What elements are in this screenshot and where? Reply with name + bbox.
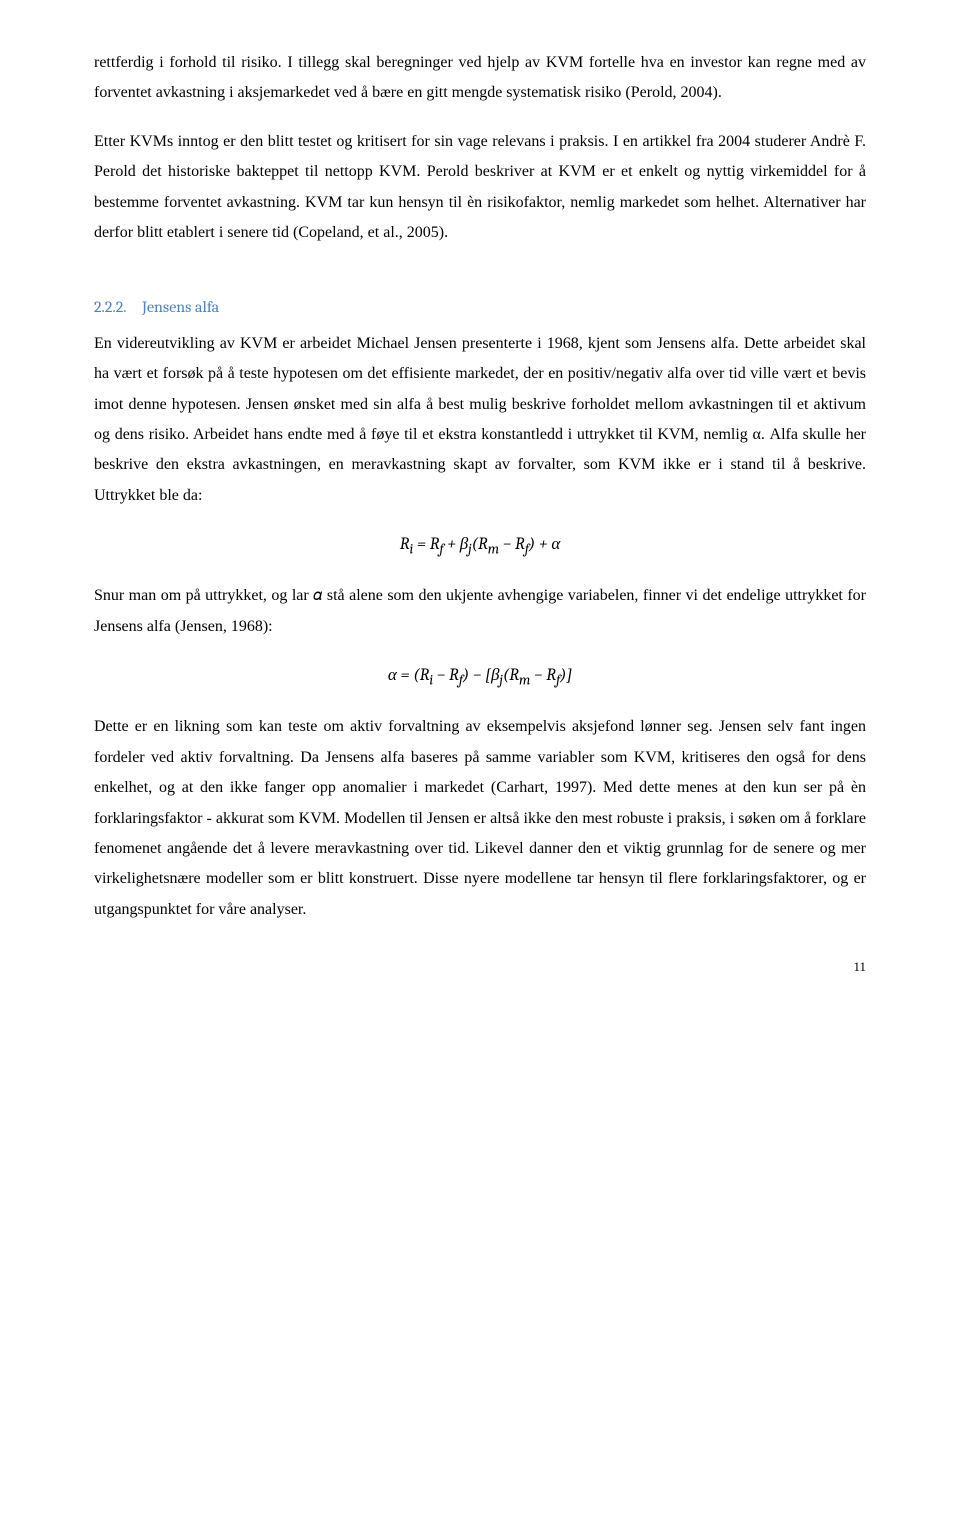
- section-heading: 2.2.2. Jensens alfa: [94, 292, 866, 322]
- body-paragraph: Snur man om på uttrykket, og lar 𝛼 stå a…: [94, 581, 866, 642]
- section-title: Jensens alfa: [142, 298, 219, 316]
- section-number: 2.2.2.: [94, 298, 127, 316]
- body-paragraph: rettferdig i forhold til risiko. I tille…: [94, 48, 866, 109]
- page-number: 11: [94, 955, 866, 980]
- body-paragraph: Dette er en likning som kan teste om akt…: [94, 712, 866, 925]
- body-paragraph: En videreutvikling av KVM er arbeidet Mi…: [94, 329, 866, 511]
- formula: α = (Ri − Rf) − [βj(Rm − Rf)]: [94, 660, 866, 694]
- body-paragraph: Etter KVMs inntog er den blitt testet og…: [94, 127, 866, 249]
- formula: Ri = Rf + βj(Rm − Rf) + α: [94, 529, 866, 563]
